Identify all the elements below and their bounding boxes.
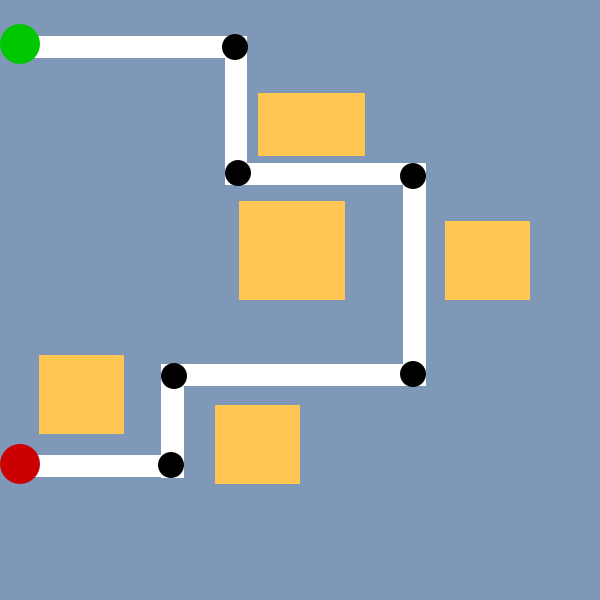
end-marker[interactable] <box>0 444 40 484</box>
waypoint[interactable] <box>400 361 426 387</box>
obstacle-block <box>258 93 365 156</box>
obstacle-block <box>445 221 530 300</box>
obstacle-block <box>239 201 345 300</box>
waypoint[interactable] <box>161 363 187 389</box>
path-segment <box>403 163 426 386</box>
start-marker[interactable] <box>0 24 40 64</box>
path-segment <box>162 364 426 386</box>
path-segment <box>225 163 426 185</box>
waypoint[interactable] <box>400 163 426 189</box>
path-segment <box>161 364 184 478</box>
route-path <box>20 36 426 478</box>
obstacle-block <box>215 405 300 484</box>
path-segment <box>20 36 246 58</box>
waypoint[interactable] <box>225 160 251 186</box>
path-segment <box>225 36 247 185</box>
path-segment <box>20 455 184 477</box>
waypoint[interactable] <box>158 452 184 478</box>
obstacle-block <box>39 355 124 434</box>
waypoint[interactable] <box>222 34 248 60</box>
